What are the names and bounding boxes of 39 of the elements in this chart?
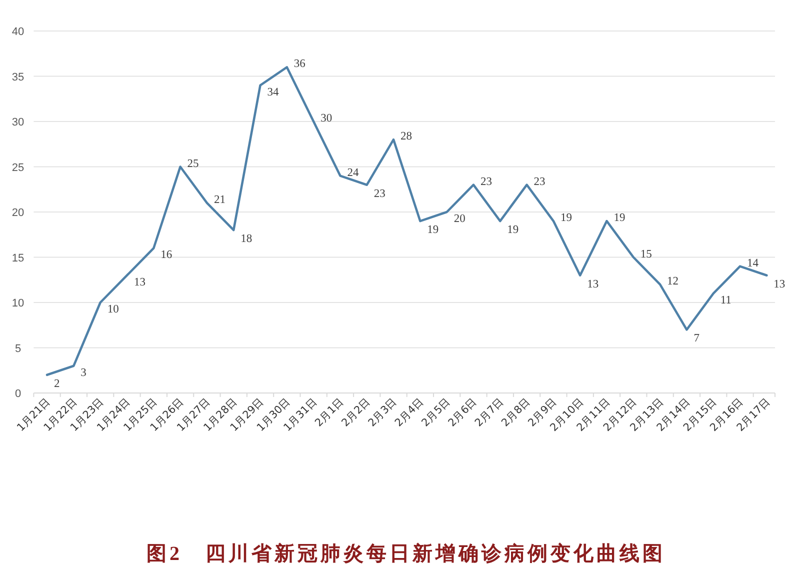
data-label: 19 — [507, 224, 519, 236]
y-tick-label: 5 — [14, 342, 22, 355]
data-label: 23 — [480, 176, 492, 188]
data-label: 7 — [694, 332, 700, 345]
data-label: 23 — [374, 188, 386, 200]
y-tick-label: 0 — [14, 388, 22, 400]
data-label: 19 — [427, 224, 439, 236]
data-label: 19 — [560, 212, 572, 224]
data-label: 34 — [267, 86, 280, 98]
data-label: 12 — [667, 275, 679, 288]
y-tick-label: 20 — [12, 207, 24, 219]
data-label: 10 — [107, 304, 120, 316]
data-label: 14 — [747, 257, 759, 270]
data-label: 19 — [614, 212, 626, 224]
data-label: 16 — [160, 249, 172, 262]
data-label: 13 — [774, 278, 786, 290]
data-label: 13 — [134, 276, 146, 288]
data-label: 24 — [347, 166, 359, 179]
data-label: 28 — [400, 130, 412, 143]
data-label: 13 — [587, 278, 599, 290]
y-tick-label: 35 — [12, 71, 24, 84]
data-label: 11 — [720, 294, 732, 306]
line-series — [46, 66, 768, 376]
y-tick-label: 30 — [12, 116, 24, 128]
y-tick-label: 25 — [12, 162, 24, 174]
data-label: 36 — [294, 58, 306, 70]
data-label: 2 — [54, 378, 60, 390]
text: 图2 四川省新冠肺炎每日新增确诊病例变化曲线图 — [146, 542, 666, 565]
data-label: 3 — [80, 366, 87, 379]
y-tick-label: 15 — [12, 252, 24, 264]
data-label: 21 — [214, 194, 226, 206]
data-label: 20 — [454, 213, 466, 225]
y-tick-label: 10 — [12, 298, 24, 310]
data-label: 15 — [640, 248, 652, 260]
data-label: 25 — [187, 158, 200, 170]
data-label: 18 — [240, 233, 252, 246]
y-tick-label: 40 — [12, 26, 24, 38]
data-label: 30 — [320, 112, 332, 124]
data-label: 23 — [534, 176, 546, 188]
